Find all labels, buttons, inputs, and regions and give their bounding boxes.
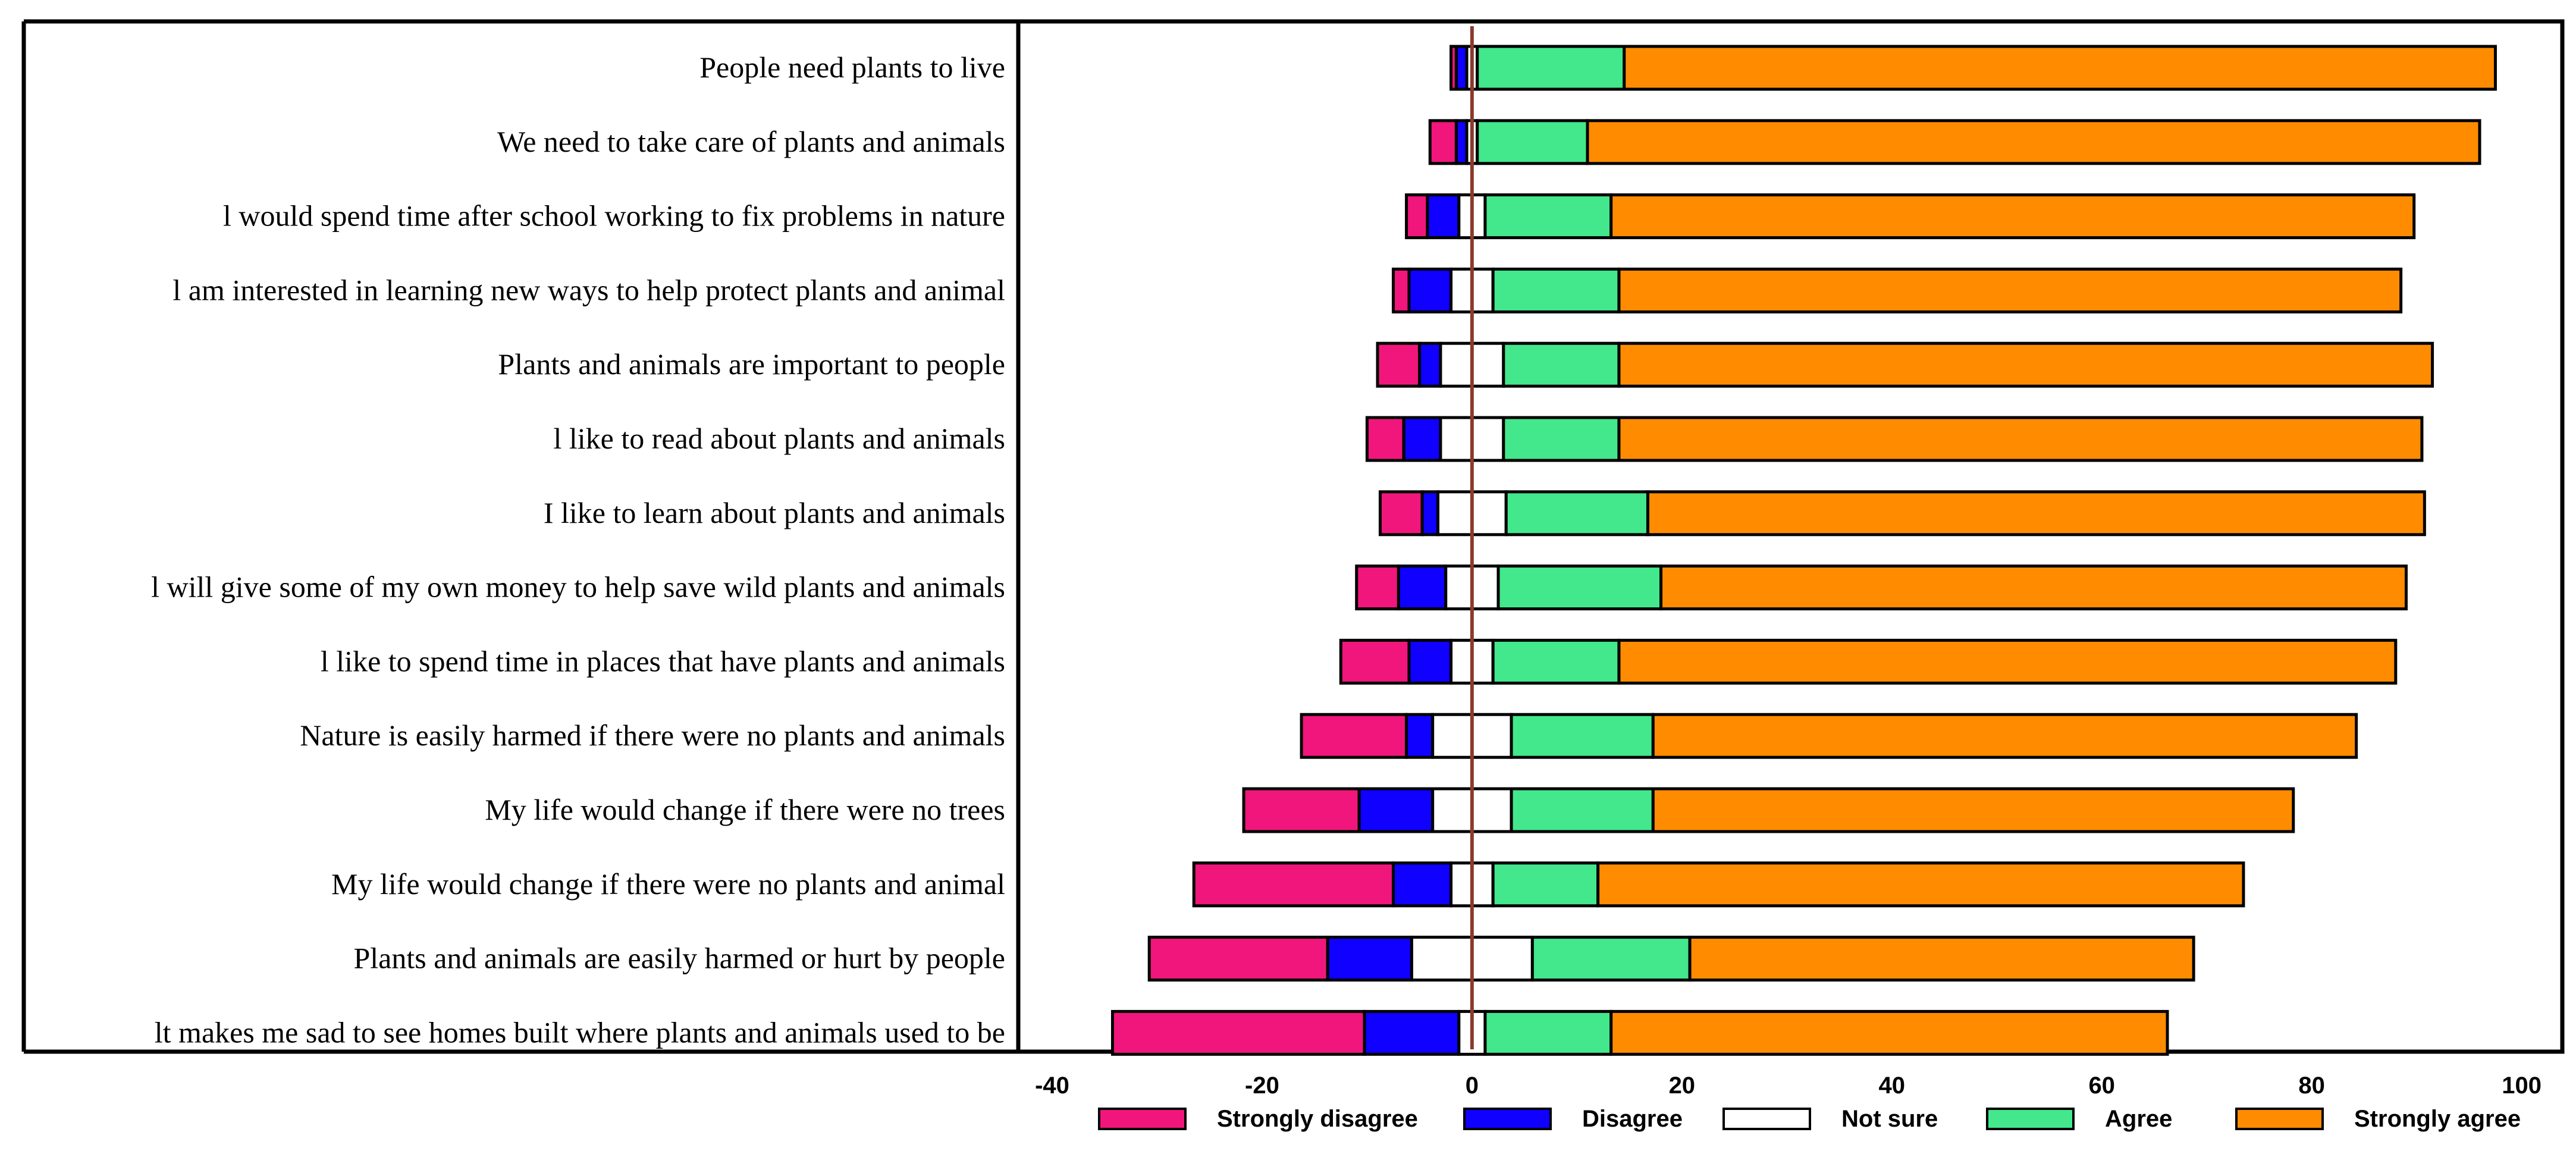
bar-segment-agree-row-14 [1483,1009,1613,1056]
bar-segment-strongly-agree-row-9 [1617,638,2398,685]
legend-item-strongly-agree: Strongly agree [2235,1106,2521,1132]
category-label: l like to spend time in places that have… [321,644,1005,678]
bar-segment-disagree-row-3 [1426,193,1461,240]
legend-swatch-strongly-disagree [1098,1108,1187,1130]
bar-segment-agree-row-1 [1476,45,1626,91]
category-label: Nature is easily harmed if there were no… [300,719,1005,752]
bar-segment-disagree-row-7 [1420,490,1440,537]
bar-segment-strongly-agree-row-8 [1659,564,2408,611]
bar-segment-disagree-row-2 [1454,119,1469,165]
bar-segment-disagree-row-8 [1397,564,1448,611]
bar-segment-agree-row-10 [1510,713,1655,759]
legend-item-not-sure: Not sure [1722,1106,1938,1132]
bar-segment-strongly-agree-row-6 [1617,416,2424,462]
legend: Strongly disagree Disagree Not sure Agree St… [1098,1106,2521,1132]
x-tick-label: 40 [1879,1072,1906,1099]
bar-segment-agree-row-8 [1496,564,1663,611]
bar-segment-agree-row-5 [1502,341,1621,388]
x-tick-label: 60 [2088,1072,2115,1099]
category-label: lt makes me sad to see homes built where… [155,1015,1005,1049]
bar-segment-strongly-agree-row-12 [1596,861,2245,908]
legend-item-disagree: Disagree [1463,1106,1683,1132]
bar-segment-agree-row-12 [1491,861,1600,908]
x-tick-label: -40 [1035,1072,1069,1099]
bar-segment-strongly-agree-row-3 [1609,193,2416,240]
x-axis-tick-labels: -40 -20 0 20 40 60 80 100 [1035,1072,2542,1099]
bar-segment-agree-row-13 [1530,936,1692,982]
bar-segment-disagree-row-13 [1326,936,1413,982]
bar-segment-disagree-row-11 [1357,787,1435,833]
x-tick-label: 80 [2298,1072,2325,1099]
category-label: Plants and animals are easily harmed or … [353,942,1005,975]
legend-swatch-disagree [1463,1108,1552,1130]
bar-segment-strongly-agree-row-11 [1651,787,2295,833]
bar-segment-disagree-row-6 [1402,416,1442,462]
bar-segment-strongly-disagree-row-3 [1405,193,1429,240]
legend-label-not-sure: Not sure [1841,1106,1938,1132]
legend-label-agree: Agree [2105,1106,2172,1132]
bar-segment-disagree-row-9 [1407,638,1453,685]
category-label: My life would change if there were no pl… [331,867,1005,901]
legend-item-agree: Agree [1986,1106,2172,1132]
bar-segment-strongly-agree-row-13 [1688,936,2195,982]
category-label: l would spend time after school working … [223,199,1005,233]
bar-segment-strongly-agree-row-10 [1651,713,2358,759]
bar-segment-agree-row-6 [1502,416,1621,462]
bar-segment-strongly-disagree-row-9 [1339,638,1411,685]
bar-segment-strongly-disagree-row-10 [1300,713,1408,759]
bar-segment-strongly-disagree-row-7 [1378,490,1424,537]
bar-segment-strongly-agree-row-4 [1617,267,2403,313]
bar-segment-disagree-row-12 [1392,861,1453,908]
legend-label-strongly-disagree: Strongly disagree [1217,1106,1418,1132]
bar-segment-strongly-agree-row-1 [1623,45,2497,91]
bar-segment-strongly-disagree-row-11 [1242,787,1361,833]
bar-segment-strongly-disagree-row-5 [1376,341,1422,388]
bar-segment-disagree-row-5 [1418,341,1442,388]
bar-segment-strongly-agree-row-2 [1586,119,2481,165]
category-label: l am interested in learning new ways to … [172,273,1005,306]
category-label-panel [21,19,1018,1054]
legend-label-strongly-agree: Strongly agree [2354,1106,2521,1132]
bar-segment-agree-row-11 [1510,787,1655,833]
legend-swatch-strongly-agree [2235,1108,2324,1130]
bar-segment-strongly-disagree-row-8 [1355,564,1400,611]
category-label: I like to learn about plants and animals [544,496,1005,529]
bar-segment-strongly-disagree-row-4 [1392,267,1411,313]
legend-swatch-agree [1986,1108,2075,1130]
category-label: People need plants to live [699,51,1005,84]
category-label: Plants and animals are important to peop… [498,347,1005,381]
category-labels: People need plants to live We need to tak… [151,51,1005,1049]
bar-segment-strongly-agree-row-14 [1609,1009,2169,1056]
bar-segment-strongly-agree-row-7 [1646,490,2426,537]
bar-segment-strongly-disagree-row-12 [1192,861,1395,908]
x-tick-label: 0 [1466,1072,1479,1099]
category-label: We need to take care of plants and anima… [497,125,1005,158]
legend-item-strongly-disagree: Strongly disagree [1098,1106,1418,1132]
bar-segment-agree-row-2 [1476,119,1589,165]
bar-segment-disagree-row-1 [1454,45,1469,91]
bar-segment-disagree-row-4 [1407,267,1453,313]
bar-segment-agree-row-9 [1491,638,1621,685]
legend-swatch-not-sure [1722,1108,1811,1130]
legend-label-disagree: Disagree [1582,1106,1683,1132]
bar-segment-strongly-disagree-row-2 [1428,119,1458,165]
bar-segment-disagree-row-14 [1363,1009,1461,1056]
bar-segment-strongly-disagree-row-13 [1147,936,1329,982]
category-label: My life would change if there were no tr… [485,793,1005,826]
bar-segment-disagree-row-10 [1405,713,1435,759]
bar-segment-strongly-disagree-row-6 [1365,416,1405,462]
x-tick-label: 100 [2502,1072,2542,1099]
category-label: l like to read about plants and animals [553,422,1005,455]
bar-segment-agree-row-3 [1483,193,1613,240]
bar-segment-agree-row-7 [1504,490,1649,537]
bar-segment-strongly-disagree-row-14 [1110,1009,1366,1056]
x-tick-label: -20 [1245,1072,1279,1099]
category-label: l will give some of my own money to help… [151,570,1005,604]
bar-segment-agree-row-4 [1491,267,1621,313]
bar-segment-strongly-agree-row-5 [1617,341,2434,388]
bars [1110,45,2497,1056]
x-tick-label: 20 [1669,1072,1696,1099]
